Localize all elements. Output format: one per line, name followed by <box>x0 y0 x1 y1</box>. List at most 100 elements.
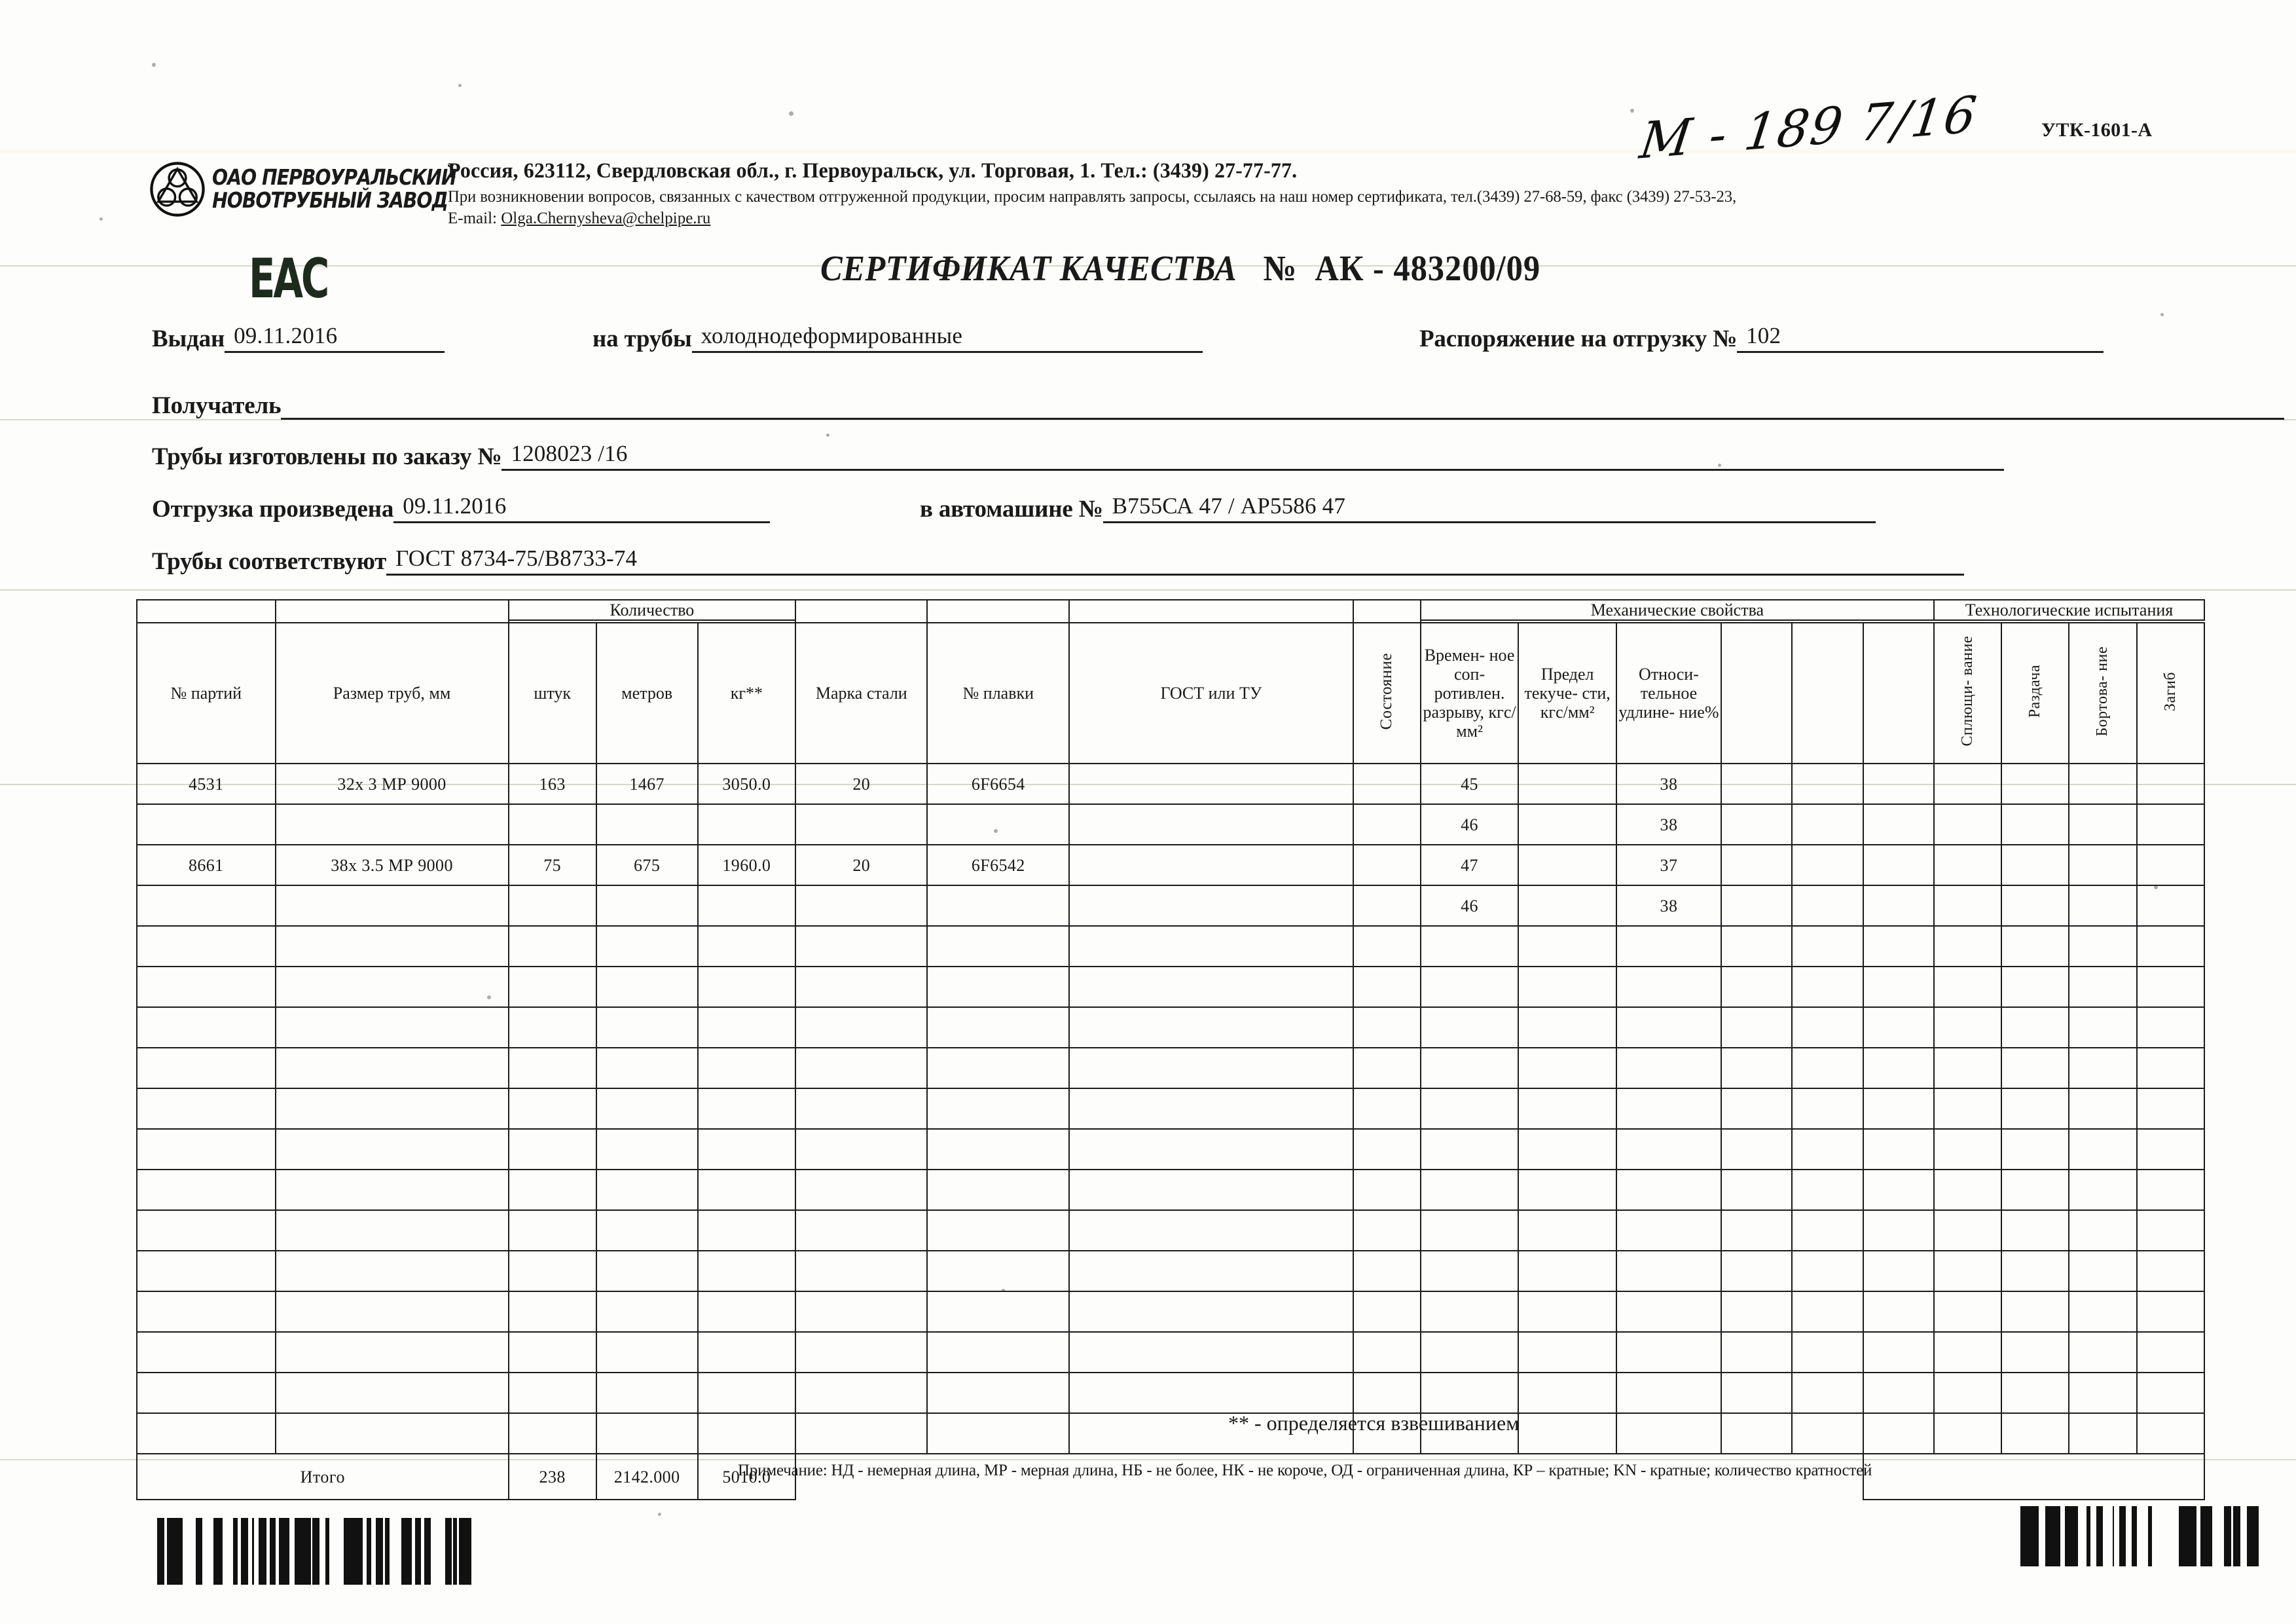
cell-extra1 <box>1720 1250 1793 1293</box>
vehicle-field[interactable]: В755СА 47 / АР5586 47 <box>1102 492 1876 523</box>
cell-elongation <box>1615 1412 1722 1455</box>
cell-flanging <box>2068 1291 2138 1333</box>
standard-field[interactable]: ГОСТ 8734-75/В8733-74 <box>386 545 1965 576</box>
company-email-row: E-mail: Olga.Chernysheva@chelpipe.ru <box>448 210 1749 228</box>
cell-lot <box>136 1331 276 1374</box>
cell-extra2 <box>1791 1006 1864 1049</box>
cell-expansion <box>2001 925 2070 968</box>
cell-extra2 <box>1791 1412 1864 1455</box>
cell-lot <box>136 1412 276 1455</box>
cell-heat <box>926 1006 1070 1049</box>
cell-pieces <box>507 1291 597 1333</box>
cell-flanging <box>2068 925 2138 968</box>
cell-steel <box>795 1169 928 1211</box>
cell-heat: 6F6542 <box>926 844 1070 887</box>
cell-flanging <box>2068 844 2138 887</box>
cell-extra3 <box>1862 1006 1935 1049</box>
cell-bend <box>2136 1088 2206 1130</box>
cell-extra1 <box>1720 1169 1793 1211</box>
cell-meters <box>595 1169 699 1211</box>
cell-flattening <box>1933 1250 2003 1293</box>
th-gost <box>1068 599 1354 624</box>
page-title: СЕРТИФИКАТ КАЧЕСТВА № АК - 483200/09 <box>820 248 1540 289</box>
cell-yield <box>1518 1250 1617 1293</box>
cell-kg <box>697 1412 797 1455</box>
cell-extra1 <box>1720 1372 1793 1414</box>
cell-condition <box>1352 966 1421 1008</box>
cell-lot <box>136 966 276 1008</box>
cell-bend <box>2136 1372 2206 1414</box>
order-field[interactable]: 102 <box>1737 322 2104 353</box>
cell-steel <box>795 1412 928 1455</box>
cell-extra3 <box>1862 1372 1935 1414</box>
cell-flanging <box>2068 1128 2138 1171</box>
scan-artifact <box>0 589 2296 591</box>
cell-yield <box>1518 1331 1617 1374</box>
cell-tensile <box>1419 1128 1520 1171</box>
issued-field[interactable]: 09.11.2016 <box>225 322 445 353</box>
cell-tensile: 46 <box>1419 803 1520 846</box>
cell-size <box>274 803 509 846</box>
cell-expansion <box>2001 1250 2070 1293</box>
recipient-field[interactable] <box>281 389 2285 420</box>
cell-elongation: 38 <box>1615 803 1722 846</box>
field-row-manufactured: Трубы изготовлены по заказу № 1208023 /1… <box>152 440 2005 471</box>
number-sign: № <box>1263 248 1298 288</box>
email-label: E-mail: <box>448 210 497 227</box>
cell-yield <box>1518 1372 1617 1414</box>
cell-flattening <box>1933 1291 2003 1333</box>
cell-flattening <box>1933 1412 2003 1455</box>
table-spacer-row <box>137 619 2204 623</box>
cell-flattening <box>1933 1372 2003 1414</box>
cell-gost <box>1068 1047 1354 1090</box>
table-row-empty <box>136 1047 2206 1090</box>
manufactured-field[interactable]: 1208023 /16 <box>501 440 2005 471</box>
cell-condition <box>1352 1128 1421 1171</box>
th-expansion-text: Раздача <box>2026 664 2044 718</box>
email-link[interactable]: Olga.Chernysheva@chelpipe.ru <box>501 210 711 227</box>
total-label: Итого <box>136 1453 509 1501</box>
cell-gost <box>1068 1088 1354 1130</box>
cell-pieces <box>507 1128 597 1171</box>
cell-elongation <box>1615 1128 1722 1171</box>
recipient-label: Получатель <box>152 392 282 419</box>
shipment-value: 09.11.2016 <box>403 493 507 519</box>
cell-extra2 <box>1791 803 1864 846</box>
cell-yield <box>1518 844 1617 887</box>
table-body: 4531 32х 3 МР 9000 163 1467 3050.0 20 6F6654 45… <box>136 763 2206 1455</box>
cell-bend <box>2136 1006 2206 1049</box>
cell-yield <box>1518 1169 1617 1211</box>
cell-flanging <box>2068 1088 2138 1130</box>
table-row-empty <box>136 1169 2206 1211</box>
cell-yield <box>1518 803 1617 846</box>
cell-tensile <box>1419 1006 1520 1049</box>
th-flattening: Сплющи- вание <box>1933 622 2003 765</box>
table-row: 4531 32х 3 МР 9000 163 1467 3050.0 20 6F6654 45… <box>136 763 2206 805</box>
shipment-field[interactable]: 09.11.2016 <box>393 492 771 523</box>
cell-flanging <box>2068 966 2138 1008</box>
th-kg: кг** <box>697 622 797 765</box>
cell-heat <box>926 1128 1070 1171</box>
cell-meters: 675 <box>595 844 699 887</box>
th-lot-label: № партий <box>136 622 276 765</box>
cell-lot <box>136 1128 276 1171</box>
cell-lot: 8661 <box>136 844 276 887</box>
cell-heat <box>926 885 1070 927</box>
cell-condition <box>1352 925 1421 968</box>
cell-elongation <box>1615 1047 1722 1090</box>
form-code: УТК-1601-А <box>2041 119 2153 141</box>
cell-yield <box>1518 925 1617 968</box>
th-size-label: Размер труб, мм <box>274 622 509 765</box>
cell-gost <box>1068 1331 1354 1374</box>
table-row-empty <box>136 966 2206 1008</box>
pipes-field[interactable]: холоднодеформированные <box>691 322 1203 353</box>
cell-expansion <box>2001 1412 2070 1455</box>
cell-kg <box>697 1209 797 1252</box>
vehicle-value: В755СА 47 / АР5586 47 <box>1112 493 1346 519</box>
cell-kg <box>697 803 797 846</box>
cell-flanging <box>2068 1169 2138 1211</box>
cell-elongation: 38 <box>1615 763 1722 805</box>
cell-extra1 <box>1720 1128 1793 1171</box>
cell-size: 32х 3 МР 9000 <box>274 763 509 805</box>
cell-tensile <box>1419 1331 1520 1374</box>
